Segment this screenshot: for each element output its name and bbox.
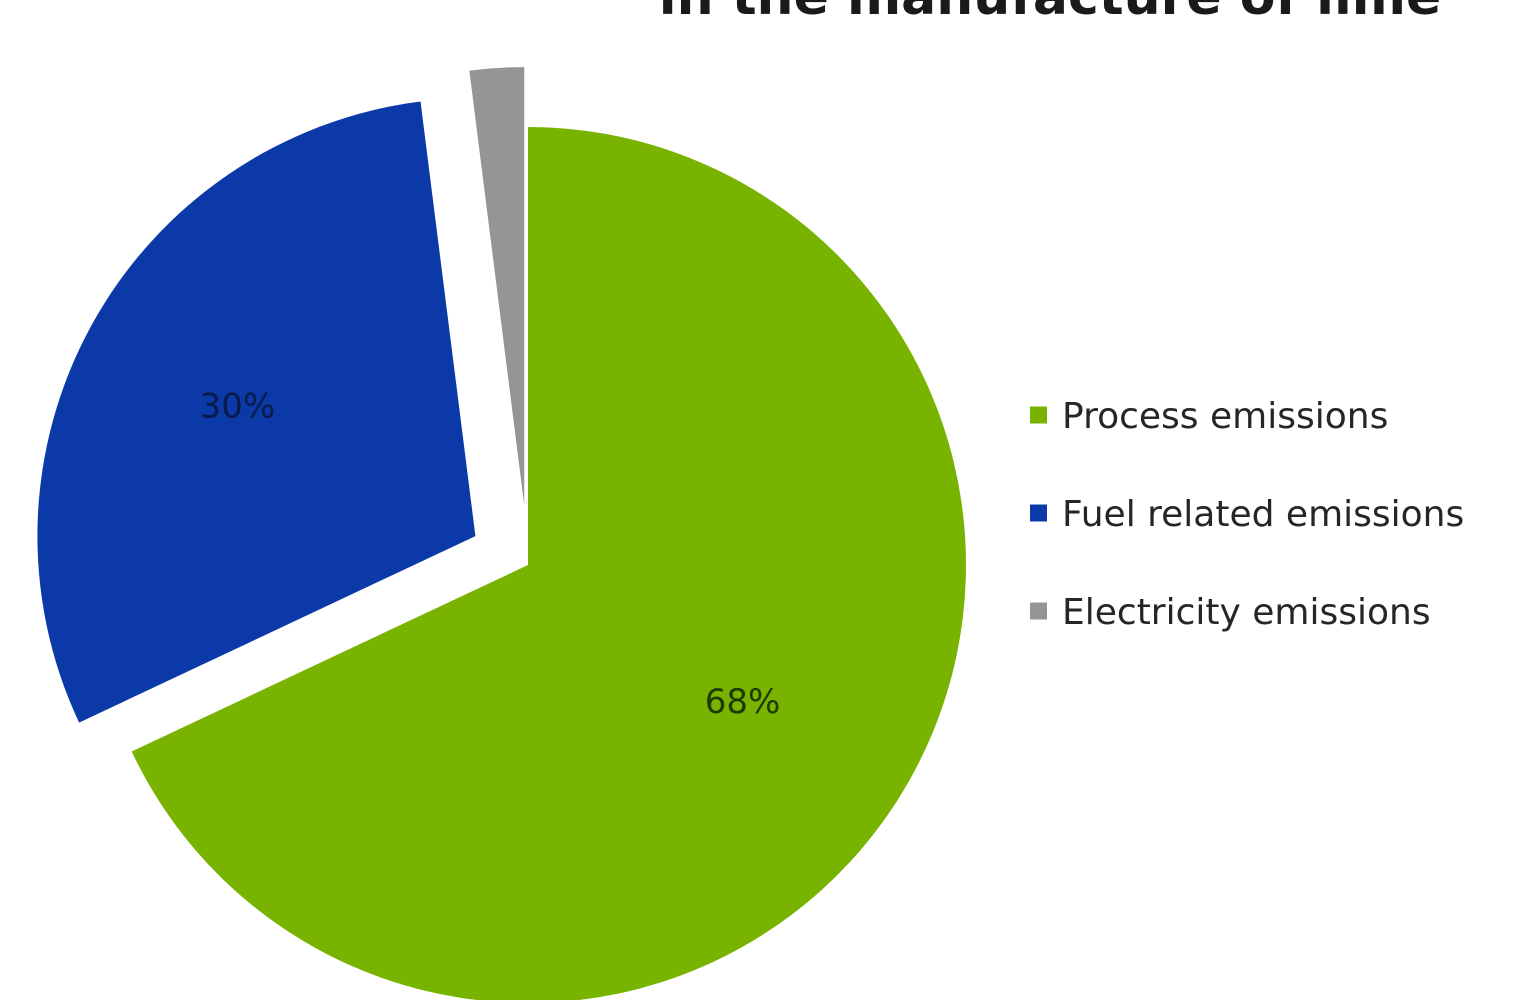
pie-slice-labels: 68%30%2% [200, 386, 781, 722]
legend-label: Process emissions [1062, 396, 1388, 437]
legend-swatch [1030, 406, 1047, 424]
pie-slices [37, 67, 966, 1000]
chart-legend: Process emissions Fuel related emissions E… [1030, 396, 1464, 633]
chart-title: in the manufacture of lime [659, 0, 1442, 27]
legend-swatch [1030, 504, 1047, 522]
legend-label: Electricity emissions [1062, 592, 1431, 633]
slice-value-label: 68% [705, 682, 781, 722]
legend-swatch [1030, 602, 1047, 620]
legend-label: Fuel related emissions [1062, 494, 1464, 535]
pie-slice-electricity-emissions [469, 67, 525, 506]
pie-slice-fuel-related-emissions [37, 101, 476, 723]
slice-value-label: 30% [200, 386, 276, 426]
pie-slice-process-emissions [131, 127, 966, 1000]
